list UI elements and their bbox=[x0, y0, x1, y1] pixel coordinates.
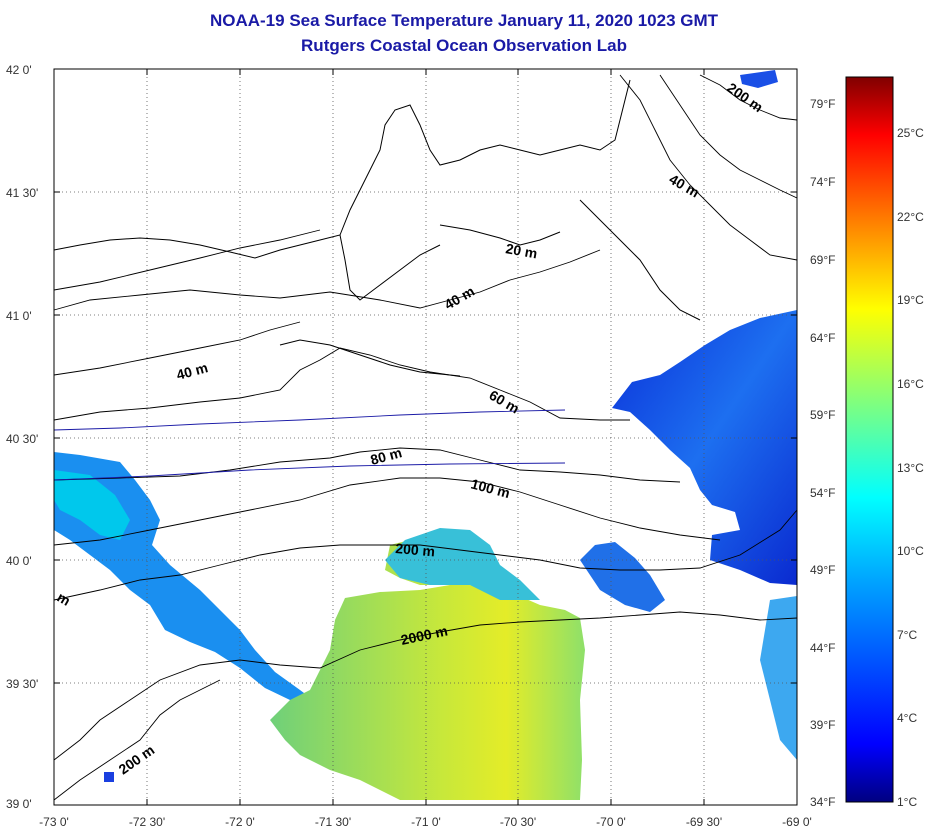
frame-ticks bbox=[54, 69, 797, 805]
celsius-label: 13°C bbox=[897, 461, 924, 475]
sst-patch-central-north bbox=[385, 528, 540, 600]
lon-label: -73 0' bbox=[39, 815, 69, 829]
contour-label-200m-sw: 200 m bbox=[116, 742, 158, 778]
celsius-label: 1°C bbox=[897, 795, 917, 809]
sst-patch-east-low bbox=[760, 596, 797, 760]
contour-label-40m-ne: 40 m bbox=[667, 171, 703, 201]
celsius-label: 25°C bbox=[897, 126, 924, 140]
lon-label: -70 30' bbox=[500, 815, 536, 829]
coastline bbox=[53, 79, 701, 377]
sst-patch-east-mid bbox=[580, 542, 665, 612]
fahrenheit-label: 49°F bbox=[810, 563, 835, 577]
celsius-label: 4°C bbox=[897, 711, 917, 725]
lat-label: 41 0' bbox=[6, 309, 32, 323]
sst-patch-northeast bbox=[612, 310, 797, 585]
contour-label-100m: 100 m bbox=[469, 475, 511, 501]
lat-label: 41 30' bbox=[6, 186, 38, 200]
sst-patch-sw-dot bbox=[104, 772, 114, 782]
fahrenheit-label: 59°F bbox=[810, 408, 835, 422]
celsius-label: 16°C bbox=[897, 377, 924, 391]
sst-patch-west-core bbox=[54, 470, 130, 540]
contour-label-80m: 80 m bbox=[369, 444, 404, 468]
lon-label: -69 0' bbox=[782, 815, 812, 829]
contour-label-40m-west: 40 m bbox=[175, 359, 210, 383]
contour-label-40m-center: 40 m bbox=[442, 283, 478, 313]
sst-patch-central bbox=[270, 540, 585, 800]
fahrenheit-label: 69°F bbox=[810, 253, 835, 267]
map-title: NOAA-19 Sea Surface Temperature January … bbox=[209, 11, 719, 30]
fahrenheit-label: 74°F bbox=[810, 175, 835, 189]
lon-label: -69 30' bbox=[686, 815, 722, 829]
contour-label-20m: 20 m bbox=[504, 240, 538, 261]
sst-patch-northeast-top bbox=[740, 70, 778, 88]
fahrenheit-label: 39°F bbox=[810, 718, 835, 732]
lon-label: -71 30' bbox=[315, 815, 351, 829]
fahrenheit-scale: 79°F 74°F 69°F 64°F 59°F 54°F 49°F 44°F … bbox=[810, 97, 835, 809]
lon-label: -71 0' bbox=[411, 815, 441, 829]
latitude-labels: 42 0' 41 30' 41 0' 40 30' 40 0' 39 30' 3… bbox=[6, 63, 38, 811]
fahrenheit-label: 79°F bbox=[810, 97, 835, 111]
celsius-label: 10°C bbox=[897, 544, 924, 558]
lat-label: 40 0' bbox=[6, 554, 32, 568]
longitude-labels: -73 0' -72 30' -72 0' -71 30' -71 0' -70… bbox=[39, 815, 812, 829]
lon-label: -72 30' bbox=[129, 815, 165, 829]
lat-label: 39 0' bbox=[6, 797, 32, 811]
celsius-label: 7°C bbox=[897, 628, 917, 642]
celsius-label: 19°C bbox=[897, 293, 924, 307]
celsius-label: 22°C bbox=[897, 210, 924, 224]
graticule bbox=[54, 69, 797, 805]
fahrenheit-label: 54°F bbox=[810, 486, 835, 500]
contour-label-200m-center: 200 m bbox=[395, 540, 436, 559]
fahrenheit-label: 44°F bbox=[810, 641, 835, 655]
lon-label: -72 0' bbox=[225, 815, 255, 829]
lon-label: -70 0' bbox=[596, 815, 626, 829]
sst-data-layer bbox=[54, 70, 797, 800]
contour-label-m-west: m bbox=[55, 589, 74, 609]
colorbar bbox=[845, 76, 894, 803]
fahrenheit-label: 34°F bbox=[810, 795, 835, 809]
bathymetry-contours bbox=[53, 74, 798, 801]
lat-label: 39 30' bbox=[6, 677, 38, 691]
lat-label: 42 0' bbox=[6, 63, 32, 77]
lat-label: 40 30' bbox=[6, 432, 38, 446]
celsius-scale: 25°C 22°C 19°C 16°C 13°C 10°C 7°C 4°C 1°… bbox=[897, 126, 924, 809]
fahrenheit-label: 64°F bbox=[810, 331, 835, 345]
map-subtitle: Rutgers Coastal Ocean Observation Lab bbox=[301, 36, 627, 55]
